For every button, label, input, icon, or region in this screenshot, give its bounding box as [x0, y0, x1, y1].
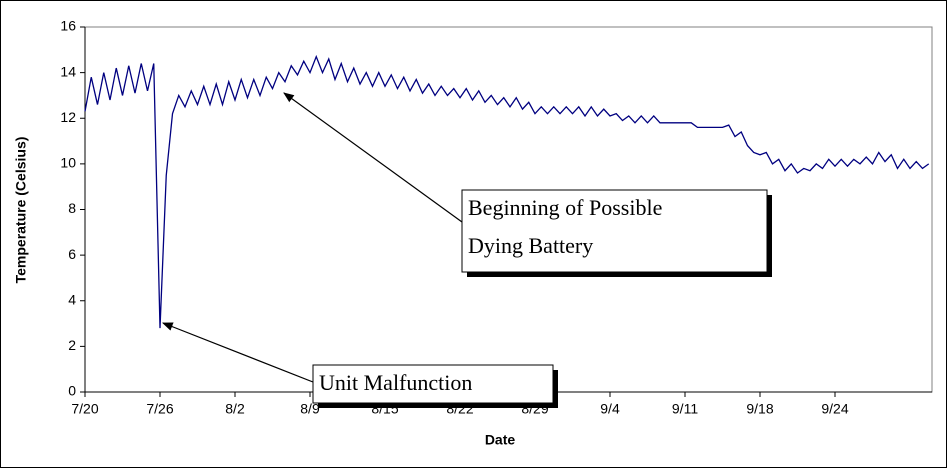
y-tick-label: 0 — [68, 383, 76, 399]
y-tick-label: 8 — [68, 200, 76, 216]
x-tick-label: 8/9 — [300, 401, 320, 417]
x-axis-title: Date — [485, 432, 516, 448]
x-tick-label: 7/26 — [146, 401, 173, 417]
annotation-box — [312, 364, 554, 404]
x-tick-label: 9/4 — [600, 401, 620, 417]
y-tick-label: 14 — [60, 63, 76, 79]
x-tick-label: 9/24 — [821, 401, 848, 417]
x-tick-label: 7/20 — [71, 401, 98, 417]
x-tick-label: 9/18 — [746, 401, 773, 417]
annotation-text: Unit Malfunction — [319, 370, 472, 395]
annotation-box — [461, 189, 768, 273]
annotation-text: Dying Battery — [468, 233, 593, 258]
x-tick-label: 9/11 — [672, 401, 698, 417]
y-tick-label: 16 — [60, 18, 76, 34]
y-tick-label: 12 — [60, 109, 76, 125]
data-line — [84, 54, 930, 329]
x-tick-label: 8/2 — [225, 401, 245, 417]
y-tick-label: 4 — [68, 291, 76, 307]
y-tick-label: 6 — [68, 246, 76, 262]
y-tick-label: 2 — [68, 337, 76, 353]
y-tick-label: 10 — [60, 155, 76, 171]
y-axis-title: Temperature (Celsius) — [13, 137, 29, 284]
annotation-text: Beginning of Possible — [468, 195, 662, 220]
annotation-arrow — [283, 92, 463, 223]
annotation-arrow — [161, 322, 314, 383]
